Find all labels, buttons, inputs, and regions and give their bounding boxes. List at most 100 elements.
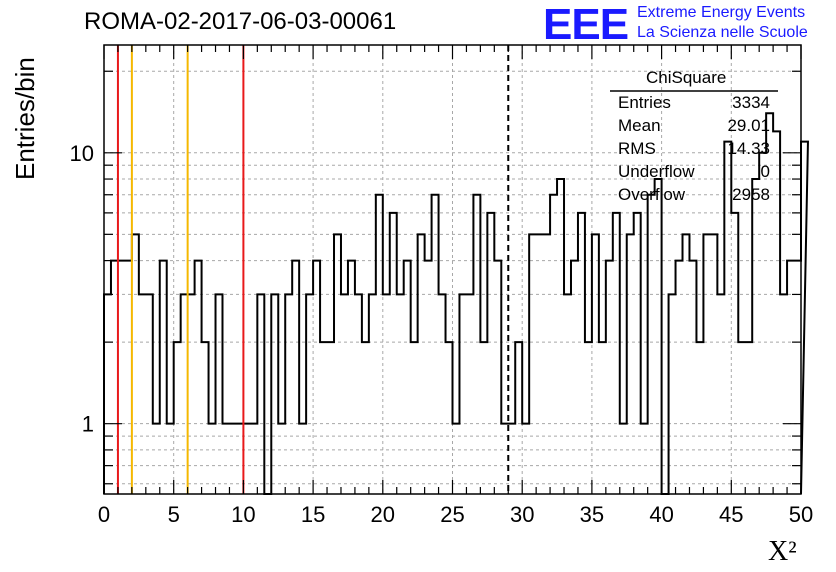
x-tick-label: 45 (719, 502, 743, 527)
histogram-bin (320, 342, 327, 494)
histogram-bin (292, 261, 299, 494)
x-tick-label: 30 (510, 502, 534, 527)
x-tick-label: 10 (231, 502, 255, 527)
x-tick-label: 50 (789, 502, 813, 527)
histogram-bin (752, 179, 759, 494)
histogram-bin (453, 424, 460, 494)
x-tick-label: 20 (371, 502, 395, 527)
histogram-bin (529, 234, 536, 494)
histogram-bin (578, 213, 585, 494)
y-tick-label: 10 (70, 141, 94, 166)
histogram-bin (236, 424, 243, 494)
histogram-bin (473, 195, 480, 494)
histogram-bin (195, 261, 202, 494)
histogram-bin (564, 294, 571, 494)
histogram-bin (522, 424, 529, 494)
histogram-bin (710, 234, 717, 494)
histogram-bin (801, 142, 808, 494)
histogram-bin (411, 342, 418, 494)
histogram-bin (508, 424, 515, 494)
y-tick-label: 1 (82, 412, 94, 437)
histogram-bin (397, 294, 404, 494)
histogram-bin (257, 294, 264, 494)
stats-key-underflow: Underflow (618, 162, 695, 181)
histogram-bin (118, 261, 125, 494)
histogram-bin (132, 234, 139, 494)
histogram-bin (425, 261, 432, 494)
histogram-outline (103, 112, 809, 495)
logo-line-1: Extreme Energy Events (637, 4, 806, 21)
stats-key-entries: Entries (618, 93, 671, 112)
histogram-bin (696, 342, 703, 494)
histogram-bin (216, 294, 223, 494)
histogram-bin (313, 261, 320, 494)
histogram-bin (648, 195, 655, 494)
stats-key-overflow: Overflow (618, 185, 686, 204)
histogram-bin (299, 424, 306, 494)
histogram-bin (348, 261, 355, 494)
histogram-bin (334, 234, 341, 494)
x-tick-label: 25 (440, 502, 464, 527)
eee-logo: EEE (543, 0, 629, 49)
histogram-bin (550, 195, 557, 494)
chart-reference-lines (116, 45, 510, 494)
histogram-bin (515, 342, 522, 494)
histogram-bin (202, 342, 209, 494)
x-tick-label: 0 (98, 502, 110, 527)
histogram-bin (592, 234, 599, 494)
histogram-bin (222, 424, 229, 494)
histogram-bin (794, 261, 801, 494)
histogram-bin (383, 294, 390, 494)
histogram-bin (787, 261, 794, 494)
histogram-bin (243, 424, 250, 494)
histogram-bin (738, 342, 745, 494)
histogram-bin (167, 424, 174, 494)
histogram-bin (773, 131, 780, 494)
histogram-bin (153, 424, 160, 494)
histogram-bin (432, 195, 439, 494)
histogram-bin (731, 213, 738, 494)
histogram-bin (487, 213, 494, 494)
x-tick-label: 35 (580, 502, 604, 527)
stats-value-rms: 14.33 (727, 139, 770, 158)
y-axis-label: Entries/bin (10, 57, 40, 180)
histogram-bin (174, 342, 181, 494)
histogram-bin (745, 342, 752, 494)
histogram-bin (362, 342, 369, 494)
histogram-bin (327, 342, 334, 494)
histogram-bin (780, 294, 787, 494)
histogram-bin (613, 213, 620, 494)
histogram-bin (404, 261, 411, 494)
histogram-bin (306, 294, 313, 494)
histogram-bin (369, 294, 376, 494)
histogram-bin (676, 261, 683, 494)
stats-value-underflow: 0 (760, 162, 770, 181)
stats-title: ChiSquare (646, 68, 727, 87)
histogram-bin (689, 261, 696, 494)
histogram-bin (229, 424, 236, 494)
histogram-bin (209, 424, 216, 494)
histogram-bin (655, 179, 662, 494)
chart-ticks (103, 45, 802, 494)
x-axis-label: X² (768, 536, 797, 567)
chart-tick-labels: 0 5 10 15 20 25 30 35 40 45 50 1 10 (70, 141, 814, 527)
stats-value-entries: 3334 (732, 93, 770, 112)
histogram-bin (341, 294, 348, 494)
chart-title: ROMA-02-2017-06-03-00061 (84, 8, 397, 35)
histogram-bin (717, 294, 724, 494)
chart-histogram (103, 112, 809, 495)
x-tick-label: 40 (649, 502, 673, 527)
histogram-bin (466, 294, 473, 494)
histogram-bin (627, 234, 634, 494)
histogram-bin (355, 294, 362, 494)
histogram-bin (585, 342, 592, 494)
stats-value-mean: 29.01 (727, 116, 770, 135)
histogram-bin (125, 261, 132, 494)
histogram-bin (724, 142, 731, 494)
x-tick-label: 15 (301, 502, 325, 527)
histogram-bin (418, 234, 425, 494)
histogram-bin (160, 261, 167, 494)
histogram-bin (250, 424, 257, 494)
histogram-bin (536, 234, 543, 494)
